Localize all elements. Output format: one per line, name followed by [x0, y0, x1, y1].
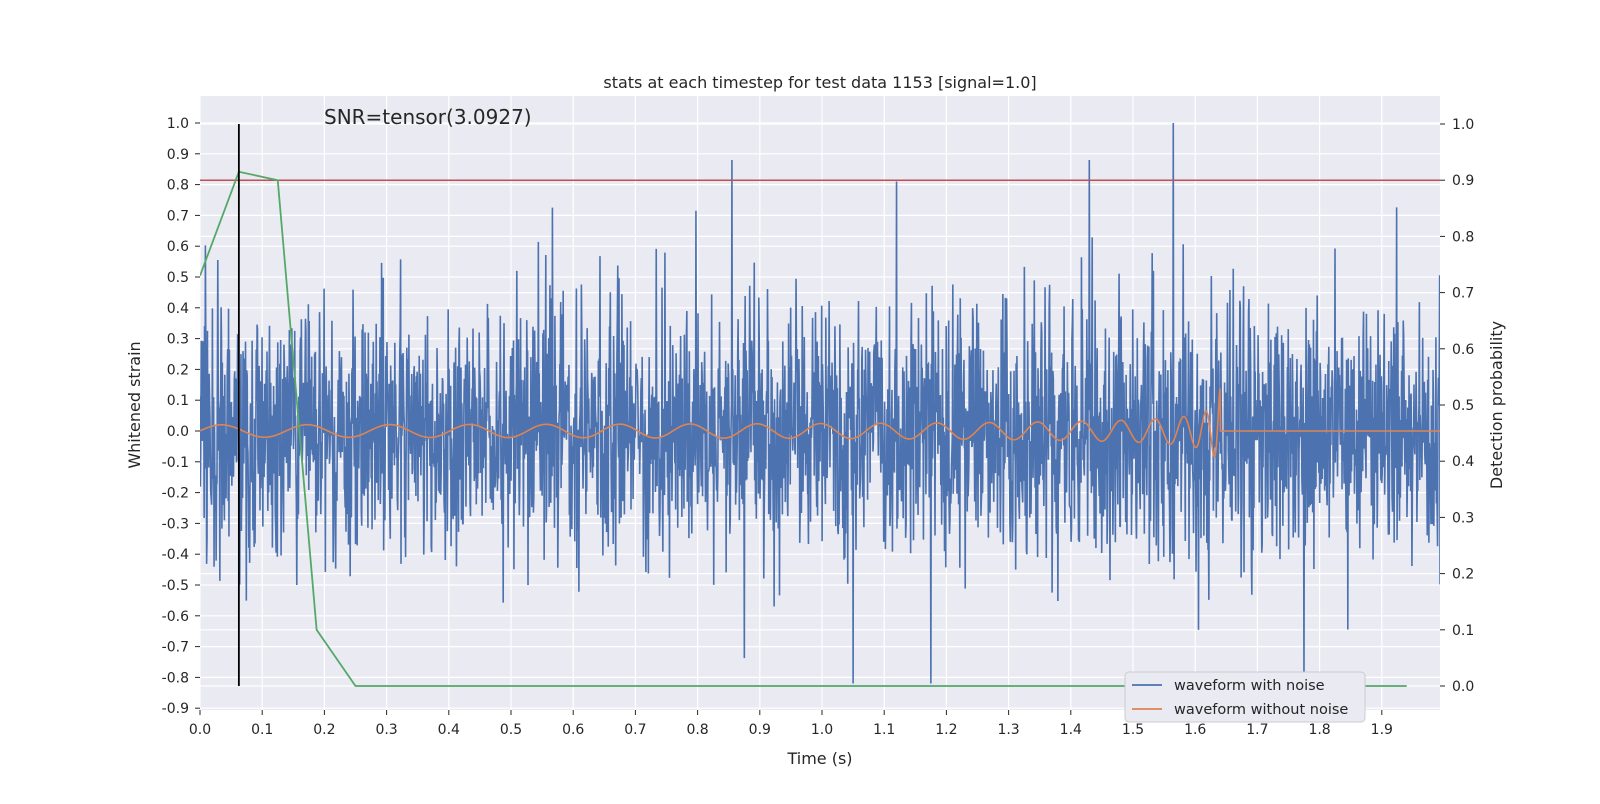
- x-tick-label: 0.5: [500, 722, 522, 738]
- y-left-tick-label: -0.4: [162, 547, 189, 563]
- y-right-tick-label: 0.2: [1452, 567, 1474, 583]
- y-left-tick-label: 0.8: [167, 178, 189, 194]
- y-right-tick-label: 0.0: [1452, 679, 1474, 695]
- y-axis-left: 1.0 0.9 0.8 0.7 0.6 0.5 0.4 0.3 0.2 0.1 0.0 -0.1 -0.…: [162, 116, 200, 717]
- y-right-tick-label: 0.4: [1452, 454, 1474, 470]
- x-tick-label: 0.7: [624, 722, 646, 738]
- y-right-tick-label: 0.1: [1452, 623, 1474, 639]
- y-left-tick-label: 0.5: [167, 270, 189, 286]
- y-right-tick-label: 0.8: [1452, 229, 1474, 245]
- snr-annotation: SNR=tensor(3.0927): [324, 105, 532, 129]
- x-tick-label: 0.3: [375, 722, 397, 738]
- legend-box: [1124, 671, 1366, 723]
- y-right-tick-label: 0.5: [1452, 398, 1474, 414]
- x-tick-label: 0.2: [313, 722, 335, 738]
- y-left-tick-label: -0.1: [162, 455, 189, 471]
- x-tick-label: 1.9: [1371, 722, 1393, 738]
- x-tick-label: 0.0: [189, 722, 211, 738]
- series-waveform-with-noise-line: [200, 122, 1440, 684]
- y-left-tick-label: -0.9: [162, 701, 189, 717]
- x-tick-label: 1.4: [1060, 722, 1082, 738]
- x-tick-label: 0.1: [251, 722, 273, 738]
- x-tick-label: 1.7: [1246, 722, 1268, 738]
- x-axis: 0.0 0.1 0.2 0.3 0.4 0.5 0.6 0.7 0.8 0.9 1.0 1.1 1.2 1…: [189, 710, 1393, 738]
- y-left-tick-label: 0.7: [167, 208, 189, 224]
- y-left-tick-label: 0.3: [167, 332, 189, 348]
- x-tick-label: 0.9: [749, 722, 771, 738]
- x-tick-label: 1.1: [873, 722, 895, 738]
- x-tick-label: 1.8: [1308, 722, 1330, 738]
- y-left-tick-label: 0.2: [167, 362, 189, 378]
- x-axis-label: Time (s): [786, 749, 852, 768]
- x-tick-label: 1.2: [935, 722, 957, 738]
- y-left-tick-label: -0.2: [162, 486, 189, 502]
- y-axis-left-label: Whitened strain: [125, 341, 144, 468]
- x-tick-label: 0.8: [686, 722, 708, 738]
- y-right-tick-label: 0.9: [1452, 173, 1474, 189]
- legend-label-waveform-with-noise: waveform with noise: [1174, 678, 1325, 694]
- y-right-tick-label: 1.0: [1452, 117, 1474, 133]
- y-left-tick-label: 0.9: [167, 147, 189, 163]
- x-tick-label: 0.6: [562, 722, 584, 738]
- y-axis-right: 1.0 0.9 0.8 0.7 0.6 0.5 0.4 0.3 0.2 0.1 0.0: [1440, 117, 1474, 695]
- y-left-tick-label: 0.0: [167, 424, 189, 440]
- y-left-tick-label: -0.7: [162, 640, 189, 656]
- y-left-tick-label: -0.8: [162, 670, 189, 686]
- chart-title: stats at each timestep for test data 115…: [603, 73, 1036, 92]
- y-left-tick-label: -0.3: [162, 516, 189, 532]
- x-tick-label: 0.4: [438, 722, 460, 738]
- y-right-tick-label: 0.3: [1452, 510, 1474, 526]
- y-axis-right-label: Detection probability: [1487, 321, 1506, 489]
- y-left-tick-label: -0.5: [162, 578, 189, 594]
- series-detection-probability-line: [200, 170, 1407, 687]
- x-tick-label: 1.0: [811, 722, 833, 738]
- y-right-tick-label: 0.7: [1452, 286, 1474, 302]
- y-left-tick-label: -0.6: [162, 609, 189, 625]
- y-left-tick-label: 1.0: [167, 116, 189, 132]
- y-right-tick-label: 0.6: [1452, 342, 1474, 358]
- x-tick-label: 1.3: [997, 722, 1019, 738]
- y-left-tick-label: 0.1: [167, 393, 189, 409]
- y-left-tick-label: 0.4: [167, 301, 189, 317]
- x-tick-label: 1.6: [1184, 722, 1206, 738]
- legend: waveform with noise waveform without noi…: [1124, 671, 1366, 723]
- x-tick-label: 1.5: [1122, 722, 1144, 738]
- series-waveform-without-noise-line: [200, 388, 1440, 458]
- y-left-tick-label: 0.6: [167, 239, 189, 255]
- legend-label-waveform-without-noise: waveform without noise: [1174, 702, 1348, 718]
